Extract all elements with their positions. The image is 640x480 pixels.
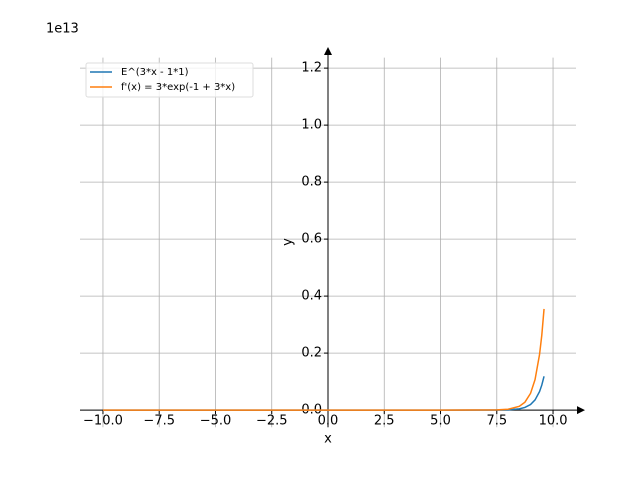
y-tick-label: 0.2: [301, 346, 322, 361]
y-tick-label: 0.4: [301, 289, 322, 304]
x-tick-label: −5.0: [200, 414, 232, 429]
y-tick-label: 1.2: [301, 61, 322, 76]
y-tick-label: 1.0: [301, 118, 322, 133]
y-tick-label: 0.8: [301, 175, 322, 190]
y-axis-arrow: [324, 47, 332, 55]
x-tick-label: −10.0: [83, 414, 123, 429]
legend-label: E^(3*x - 1*1): [121, 67, 189, 78]
x-tick-label: 2.5: [374, 414, 395, 429]
x-axis-label: x: [324, 432, 332, 447]
legend-box: [85, 62, 254, 98]
line: [102, 308, 545, 411]
x-tick-label: 10.0: [539, 414, 568, 429]
x-tick-label: 5.0: [430, 414, 451, 429]
y-tick-label: 0.6: [301, 232, 322, 247]
x-tick-label: −2.5: [256, 414, 288, 429]
x-tick-label: −7.5: [143, 414, 175, 429]
line: [102, 376, 545, 411]
y-axis-label: y: [281, 238, 296, 246]
x-tick-label: 7.5: [486, 414, 507, 429]
legend-label: f'(x) = 3*exp(-1 + 3*x): [121, 82, 235, 93]
y-offset-label: 1e13: [46, 22, 79, 37]
x-tick-label: 0.0: [318, 414, 339, 429]
x-axis-arrow: [577, 406, 585, 415]
legend: E^(3*x - 1*1) f'(x) = 3*exp(-1 + 3*x): [85, 62, 254, 98]
